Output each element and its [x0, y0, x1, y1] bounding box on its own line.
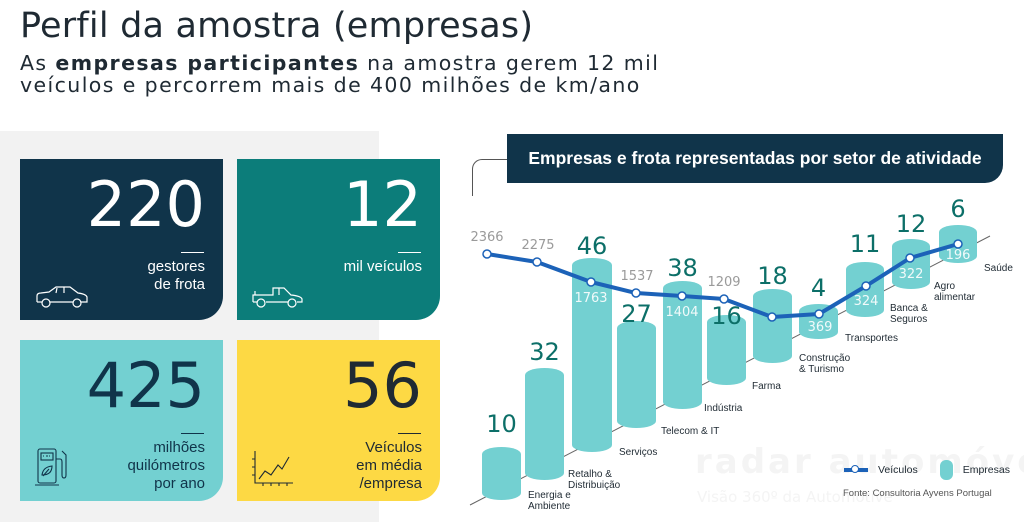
line-chart-icon: [252, 451, 293, 486]
vehicles-point: [719, 294, 729, 304]
company-count-label: 32: [529, 338, 560, 366]
company-count-label: 18: [757, 262, 788, 290]
company-count-label: 27: [621, 300, 652, 328]
kpi-label: milhões quilómetros por ano: [127, 439, 205, 492]
kpi-value: 56: [343, 349, 422, 422]
vehicle-count-label: 369: [807, 320, 833, 335]
vehicle-count-label: 1209: [707, 275, 741, 290]
vehicle-count-label: 322: [898, 267, 924, 282]
vehicles-point: [532, 257, 542, 267]
kpi-value: 12: [343, 168, 422, 241]
sector-label: Transportes: [845, 333, 898, 344]
vehicles-point: [631, 288, 641, 298]
kpi-value: 220: [86, 168, 205, 241]
subtitle-line1-rest: na amostra gerem 12 mil: [359, 51, 660, 75]
watermark-subtitle: Visão 360º da Automotive: [697, 488, 893, 506]
subtitle-bold: empresas participantes: [55, 51, 360, 75]
vehicle-count-label: 324: [853, 294, 879, 309]
kpi-card-average-vehicles: 56 Veículos em média /empresa: [237, 340, 440, 501]
vehicle-count-label: 196: [945, 248, 971, 263]
sector-label: Construção & Turismo: [799, 353, 851, 375]
divider: [398, 433, 421, 434]
company-count-label: 12: [895, 210, 927, 238]
vehicles-point: [814, 309, 824, 319]
company-cylinder: [892, 239, 930, 289]
kpi-label: gestores de frota: [147, 258, 205, 293]
vehicles-point: [677, 291, 687, 301]
vehicle-count-label: 1763: [574, 291, 608, 306]
vehicles-point: [482, 249, 492, 259]
divider: [181, 433, 204, 434]
company-count-label: 16: [711, 302, 742, 330]
sector-label: Serviços: [619, 447, 658, 458]
companies-legend-label: Empresas: [962, 464, 1010, 476]
company-cylinder: [617, 321, 656, 429]
chart-legend: Veículos Empresas: [844, 460, 1010, 480]
vehicles-point: [861, 281, 871, 291]
divider: [398, 252, 421, 253]
page-title: Perfil da amostra (empresas): [20, 6, 534, 46]
kpi-value: 425: [86, 349, 205, 422]
kpi-label: mil veículos: [343, 258, 422, 275]
sector-label: Banca & Seguros: [890, 303, 928, 325]
vehicle-count-label: 1537: [620, 269, 654, 284]
vehicles-point: [905, 253, 915, 263]
sector-label: Indústria: [704, 403, 743, 414]
vehicle-count-label: 2275: [521, 238, 555, 253]
company-count-label: 10: [486, 410, 517, 438]
vehicles-legend-swatch: [844, 465, 868, 473]
vehicle-count-label: 1404: [665, 305, 699, 320]
sector-label: Saúde: [984, 263, 1013, 274]
page-subtitle: As empresas participantes na amostra ger…: [20, 52, 659, 96]
vehicles-point: [767, 312, 777, 322]
header-connector-line: [472, 159, 508, 196]
companies-legend-swatch: [939, 460, 953, 480]
company-cylinder: [572, 258, 612, 452]
vehicles-point: [953, 239, 963, 249]
company-count-label: 11: [849, 230, 881, 258]
vehicle-count-label: 2366: [470, 230, 504, 245]
kpi-label: Veículos em média /empresa: [356, 439, 422, 492]
company-cylinder: [482, 447, 521, 500]
fuel-pump-leaf-icon: [35, 448, 67, 486]
company-cylinder: [663, 281, 702, 409]
sector-label: Energia e Ambiente: [528, 490, 571, 512]
car-icon: [36, 286, 88, 308]
vehicles-legend-label: Veículos: [878, 464, 918, 476]
sector-label: Farma: [752, 381, 781, 392]
company-count-label: 6: [950, 195, 966, 223]
company-count-label: 38: [667, 254, 698, 282]
kpi-card-kilometers: 425 milhões quilómetros por ano: [20, 340, 223, 501]
sector-label: Retalho & Distribuição: [568, 469, 621, 491]
pickup-truck-icon: [252, 287, 303, 308]
watermark-title: radar automóvel: [695, 442, 1024, 482]
kpi-card-fleet-managers: 220 gestores de frota: [20, 159, 223, 320]
company-cylinder: [753, 289, 792, 363]
divider: [181, 252, 204, 253]
sector-label: Agro alimentar: [934, 281, 976, 303]
company-count-label: 4: [810, 274, 827, 302]
subtitle-prefix: As: [20, 51, 56, 75]
vehicles-point: [586, 277, 596, 287]
chart-title: Empresas e frota representadas por setor…: [507, 134, 1003, 183]
source-note: Fonte: Consultoria Ayvens Portugal: [843, 488, 992, 499]
sector-label: Telecom & IT: [661, 426, 720, 437]
company-cylinder: [707, 315, 746, 386]
kpi-card-vehicles: 12 mil veículos: [237, 159, 440, 320]
company-count-label: 46: [576, 232, 608, 260]
company-cylinder: [525, 368, 564, 481]
subtitle-line2: veículos e percorrem mais de 400 milhões…: [20, 73, 641, 97]
